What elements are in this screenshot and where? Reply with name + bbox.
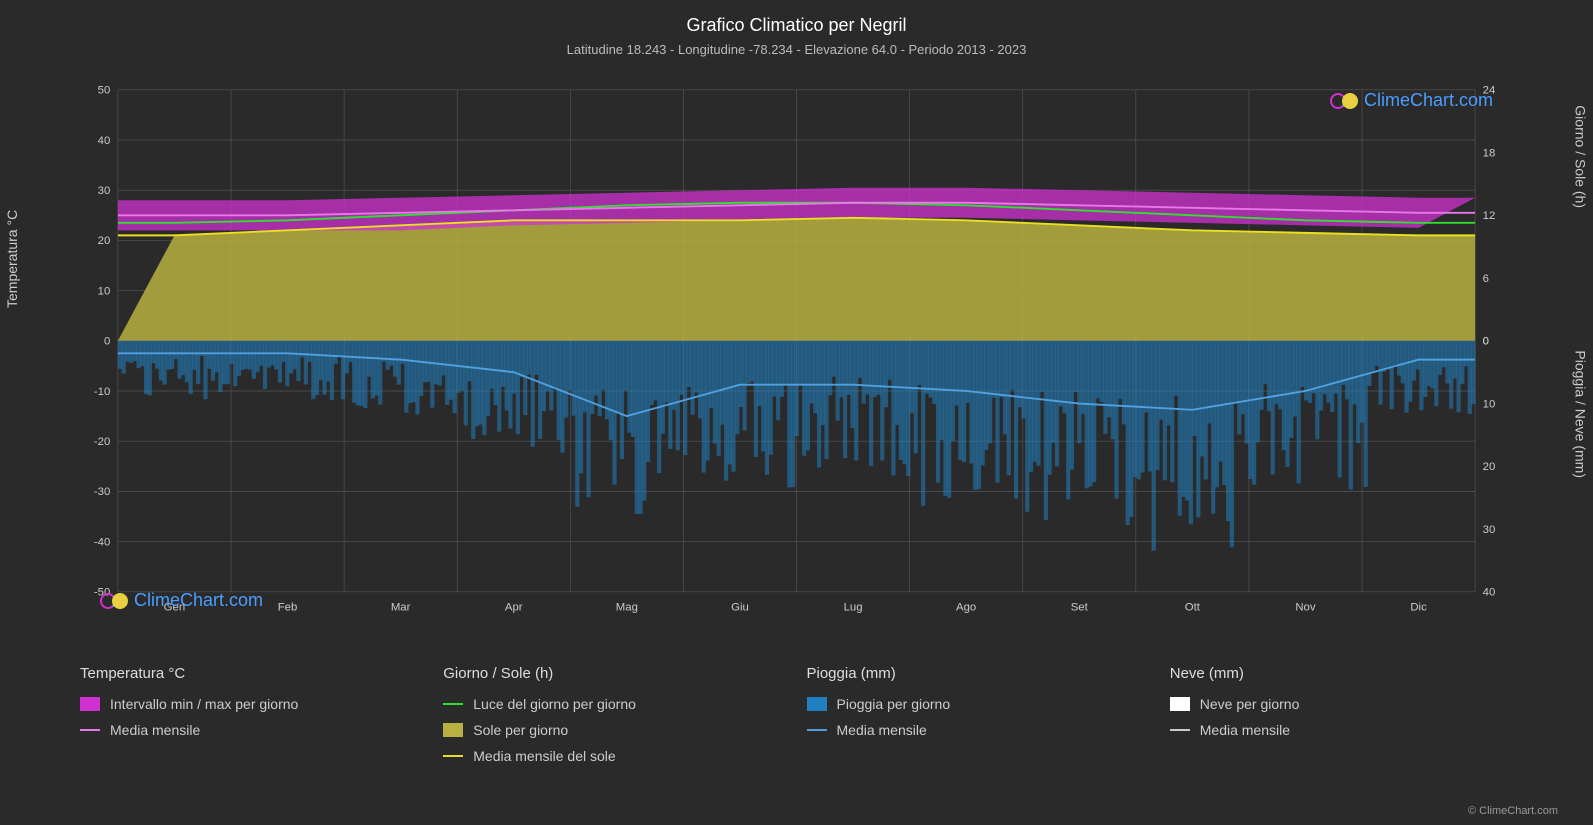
svg-text:-30: -30 <box>94 486 110 498</box>
legend-title: Pioggia (mm) <box>807 665 1150 682</box>
svg-text:30: 30 <box>98 185 111 197</box>
svg-text:Giu: Giu <box>731 602 749 614</box>
legend-label: Media mensile <box>837 722 927 738</box>
chart-subtitle: Latitudine 18.243 - Longitudine -78.234 … <box>30 42 1563 57</box>
svg-text:0: 0 <box>1483 336 1489 348</box>
svg-text:40: 40 <box>1483 587 1496 599</box>
legend-col-rain: Pioggia (mm) Pioggia per giorno Media men… <box>807 665 1150 774</box>
legend-title: Giorno / Sole (h) <box>443 665 786 682</box>
legend-item: Media mensile <box>80 722 423 738</box>
svg-text:Ago: Ago <box>956 602 976 614</box>
legend-item: Pioggia per giorno <box>807 696 1150 712</box>
legend-label: Neve per giorno <box>1200 696 1300 712</box>
y-axis-left-label: Temperatura °C <box>4 210 20 308</box>
legend-line <box>1170 729 1190 731</box>
legend-label: Pioggia per giorno <box>837 696 951 712</box>
legend-item: Intervallo min / max per giorno <box>80 696 423 712</box>
legend-item: Sole per giorno <box>443 722 786 738</box>
svg-text:50: 50 <box>98 85 111 97</box>
legend-line <box>807 729 827 731</box>
legend-item: Neve per giorno <box>1170 696 1513 712</box>
legend-title: Temperatura °C <box>80 665 423 682</box>
y-axis-right-bottom-label: Pioggia / Neve (mm) <box>1573 350 1589 478</box>
svg-text:20: 20 <box>1483 461 1496 473</box>
legend-item: Media mensile <box>807 722 1150 738</box>
chart-area: -50-40-30-20-100102030405006121824010203… <box>80 75 1513 635</box>
svg-text:12: 12 <box>1483 210 1496 222</box>
legend-item: Media mensile <box>1170 722 1513 738</box>
svg-text:Nov: Nov <box>1295 602 1316 614</box>
legend-col-temp: Temperatura °C Intervallo min / max per … <box>80 665 423 774</box>
svg-text:18: 18 <box>1483 147 1496 159</box>
legend-col-snow: Neve (mm) Neve per giorno Media mensile <box>1170 665 1513 774</box>
legend-line <box>80 729 100 731</box>
chart-title: Grafico Climatico per Negril <box>30 15 1563 36</box>
svg-text:Ott: Ott <box>1185 602 1201 614</box>
brand-logo-top: ClimeChart.com <box>1330 90 1493 111</box>
legend-col-day: Giorno / Sole (h) Luce del giorno per gi… <box>443 665 786 774</box>
svg-text:Mar: Mar <box>391 602 411 614</box>
svg-text:10: 10 <box>98 285 111 297</box>
svg-text:-10: -10 <box>94 386 110 398</box>
legend-label: Luce del giorno per giorno <box>473 696 636 712</box>
legend-line <box>443 755 463 757</box>
svg-text:40: 40 <box>98 135 111 147</box>
logo-icon <box>100 591 130 611</box>
logo-icon <box>1330 91 1360 111</box>
svg-text:Set: Set <box>1071 602 1089 614</box>
svg-text:10: 10 <box>1483 398 1496 410</box>
svg-text:20: 20 <box>98 235 111 247</box>
legend-swatch <box>807 697 827 711</box>
svg-text:-20: -20 <box>94 436 110 448</box>
brand-name: ClimeChart.com <box>134 590 263 611</box>
legend-line <box>443 703 463 705</box>
legend-label: Media mensile <box>1200 722 1290 738</box>
svg-text:Lug: Lug <box>844 602 863 614</box>
copyright: © ClimeChart.com <box>1468 805 1558 817</box>
legend-swatch <box>1170 697 1190 711</box>
svg-text:Dic: Dic <box>1410 602 1427 614</box>
svg-text:Feb: Feb <box>278 602 298 614</box>
legend-swatch <box>80 697 100 711</box>
legend-label: Media mensile del sole <box>473 748 615 764</box>
svg-text:6: 6 <box>1483 273 1489 285</box>
brand-name: ClimeChart.com <box>1364 90 1493 111</box>
legend-label: Media mensile <box>110 722 200 738</box>
legend-swatch <box>443 723 463 737</box>
y-axis-right-top-label: Giorno / Sole (h) <box>1573 105 1589 208</box>
svg-text:Apr: Apr <box>505 602 523 614</box>
svg-text:-40: -40 <box>94 536 110 548</box>
legend: Temperatura °C Intervallo min / max per … <box>80 665 1513 774</box>
legend-label: Sole per giorno <box>473 722 568 738</box>
svg-text:Mag: Mag <box>616 602 638 614</box>
chart-svg: -50-40-30-20-100102030405006121824010203… <box>80 75 1513 635</box>
legend-item: Media mensile del sole <box>443 748 786 764</box>
legend-title: Neve (mm) <box>1170 665 1513 682</box>
svg-text:0: 0 <box>104 336 110 348</box>
brand-logo-bottom: ClimeChart.com <box>100 590 263 611</box>
legend-item: Luce del giorno per giorno <box>443 696 786 712</box>
legend-label: Intervallo min / max per giorno <box>110 696 298 712</box>
svg-text:30: 30 <box>1483 524 1496 536</box>
